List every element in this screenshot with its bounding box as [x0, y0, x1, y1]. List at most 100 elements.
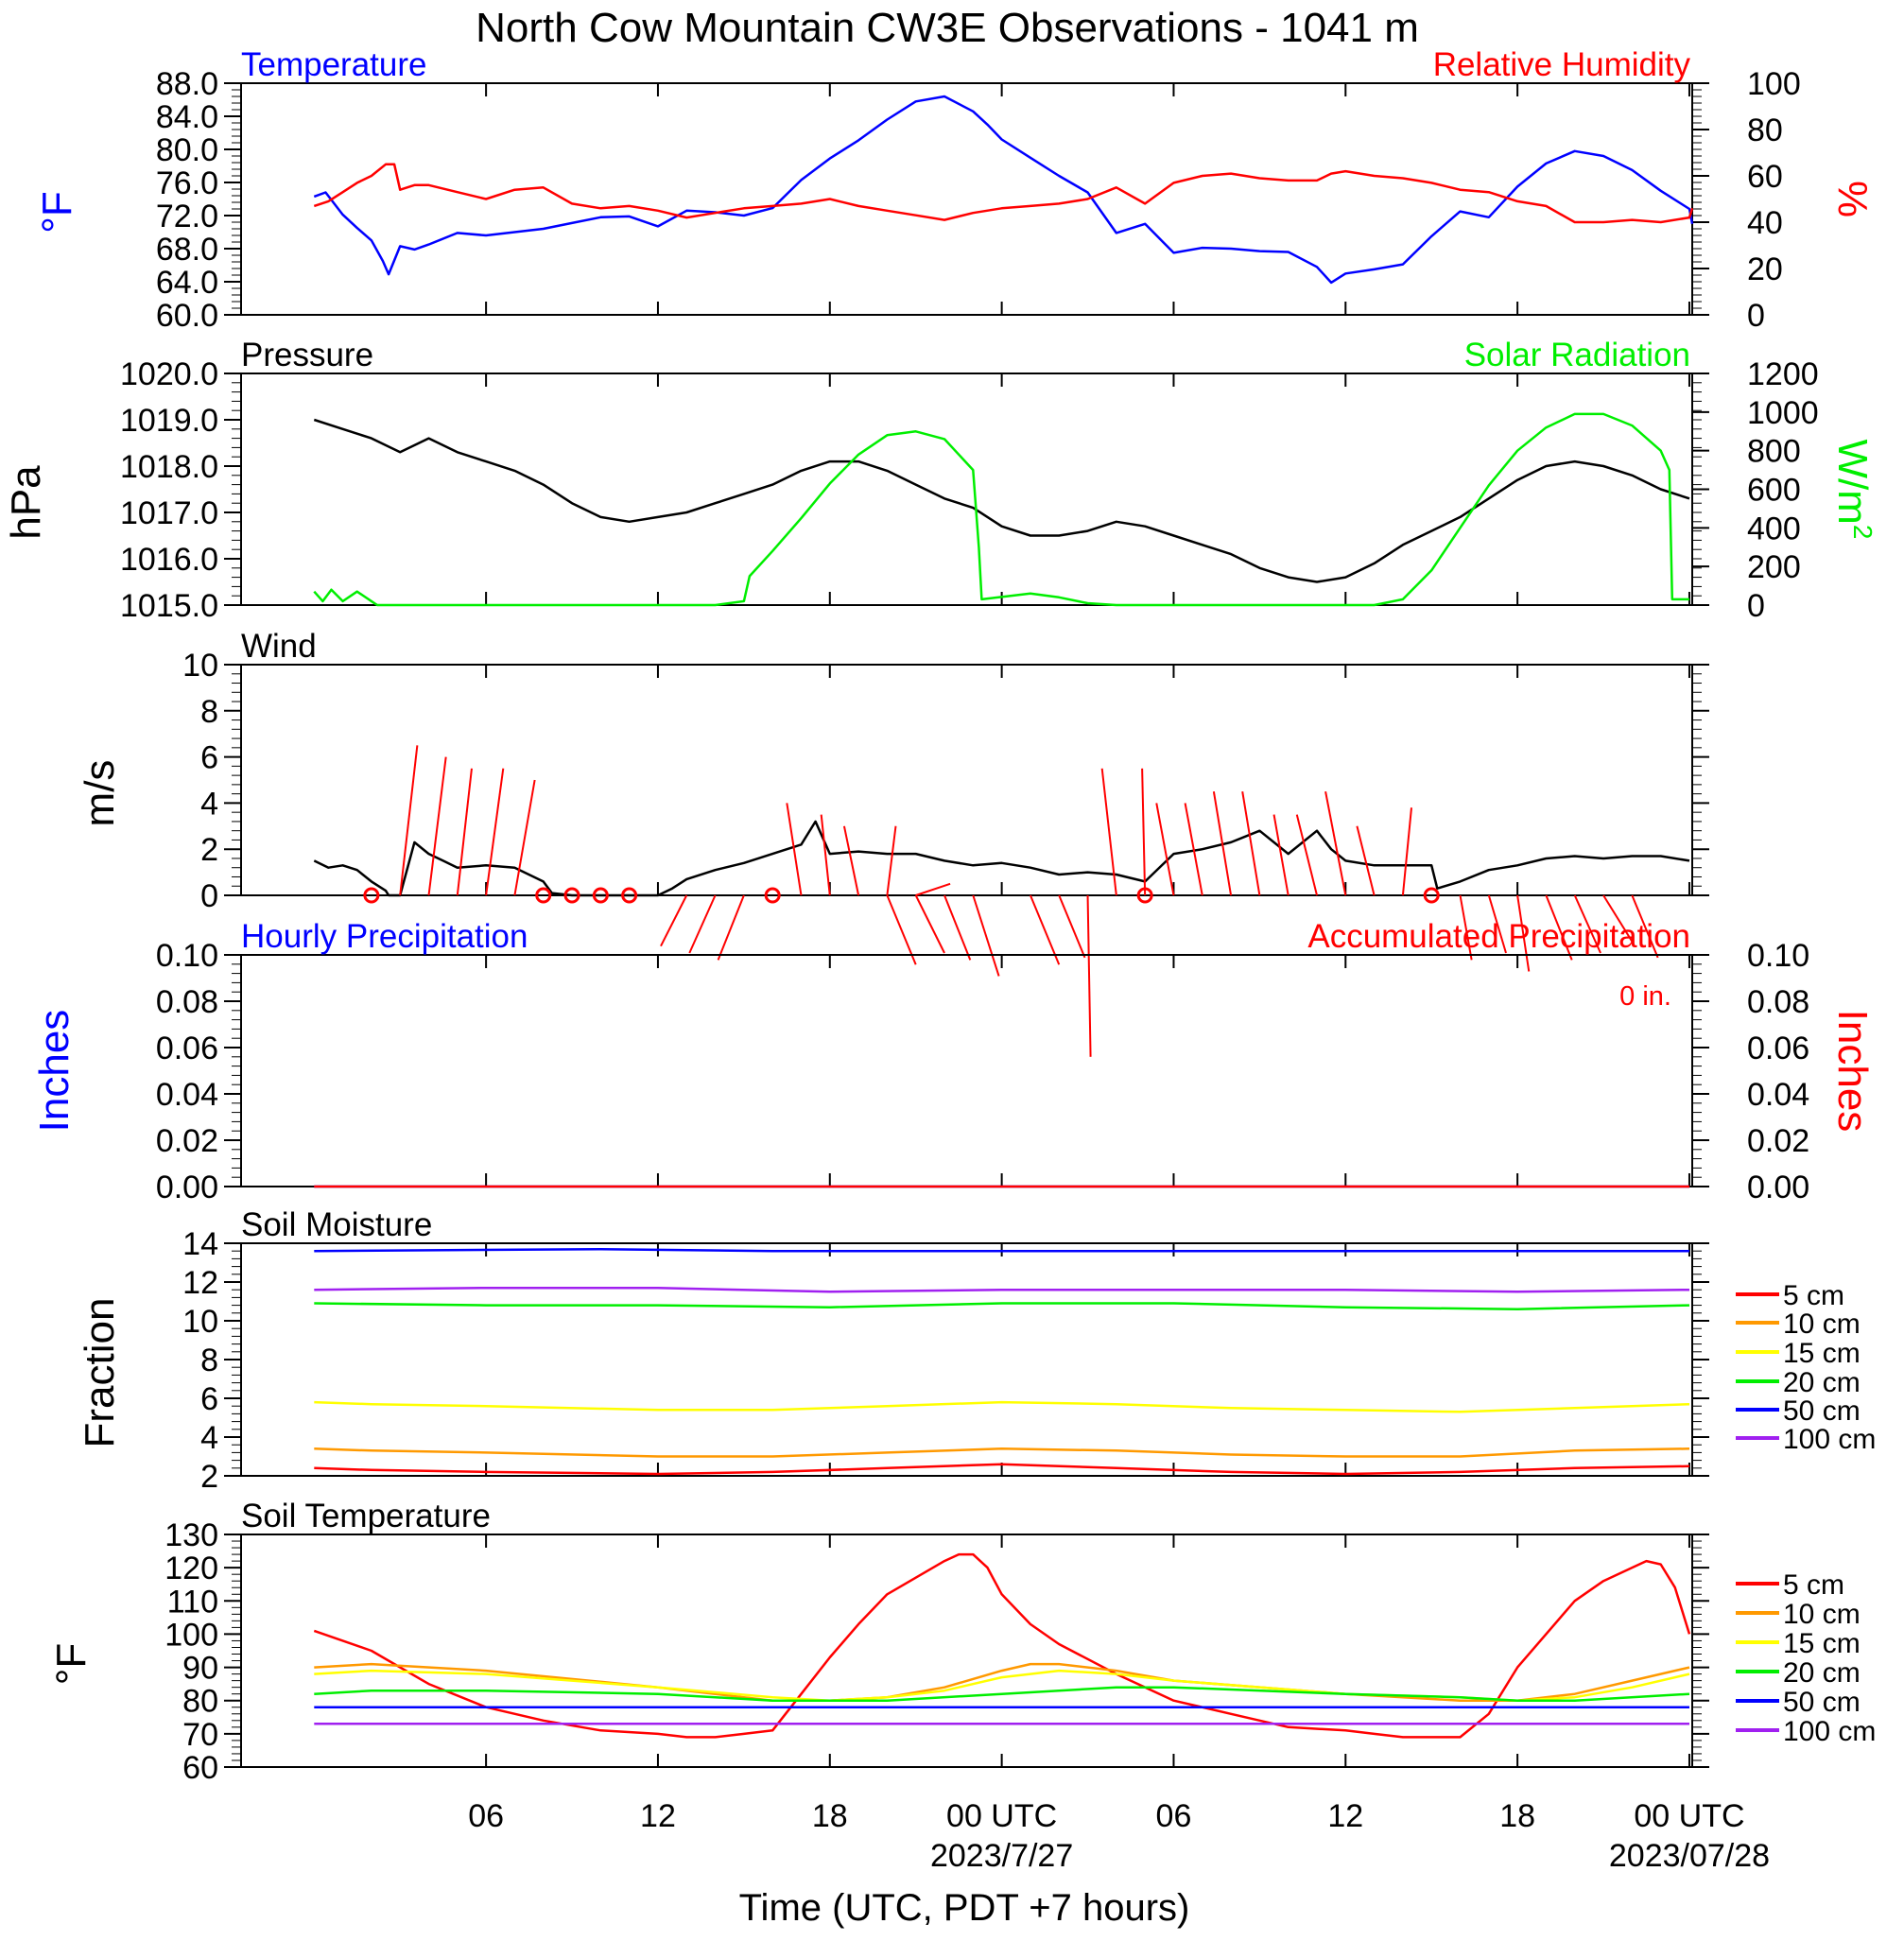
- wind-barb: [1058, 894, 1086, 959]
- y-axis-label: Fraction: [77, 1298, 123, 1448]
- time-axis-labels: 06 12 18 00 UTC 2023/7/27 06 12 18 00 UTC 2023/07…: [468, 1798, 1770, 1874]
- wind-barb: [786, 803, 803, 896]
- panel-title-left: Soil Moisture: [241, 1206, 432, 1243]
- y2-tick-label: 0.08: [1747, 984, 1809, 1020]
- legend-label: 20 cm: [1783, 1367, 1861, 1398]
- legend-label: 10 cm: [1783, 1599, 1861, 1630]
- y-tick-label: 1018.0: [120, 449, 218, 485]
- y-tick-label: 8: [200, 1343, 218, 1378]
- y2-tick-label: 0.04: [1747, 1077, 1809, 1113]
- wind-barb: [1401, 807, 1412, 896]
- y-axis-label: hPa: [3, 465, 49, 540]
- y-tick-label: 0.04: [156, 1077, 218, 1113]
- wind-barb: [1516, 894, 1531, 972]
- legend-label: 100 cm: [1783, 1424, 1876, 1455]
- legend-label: 100 cm: [1783, 1716, 1876, 1747]
- plot-frame: [240, 1242, 1693, 1477]
- calm-wind-marker: [535, 887, 552, 904]
- y2-tick-label: 0: [1747, 298, 1765, 334]
- wind-barb: [1155, 803, 1175, 896]
- y-tick-label: 10: [182, 648, 218, 684]
- y2-axis-label: W/m2: [1829, 440, 1878, 540]
- y-tick-label: 110: [167, 1584, 218, 1620]
- y-axis-label: Inches: [31, 1010, 78, 1133]
- wind-barb: [1573, 894, 1601, 954]
- figure-title: North Cow Mountain CW3E Observations - 1…: [476, 5, 1419, 51]
- y2-tick-label: 0.06: [1747, 1031, 1809, 1066]
- legend-label: 5 cm: [1783, 1569, 1844, 1601]
- series-20-cm: [314, 1686, 1690, 1702]
- y-tick-label: 1019.0: [120, 403, 218, 439]
- y2-tick-label: 0.02: [1747, 1123, 1809, 1159]
- wind-barb: [1545, 894, 1573, 961]
- y-tick-label: 130: [164, 1517, 218, 1553]
- x-tick-label: 12: [1327, 1798, 1363, 1834]
- legend-label: 50 cm: [1783, 1395, 1861, 1427]
- series-pressure: [313, 418, 1690, 583]
- x-date-label: 2023/7/27: [930, 1838, 1073, 1874]
- calm-wind-marker: [592, 887, 609, 904]
- wind-barb: [1212, 791, 1233, 896]
- y2-tick-label: 40: [1747, 205, 1783, 241]
- wind-barb: [485, 768, 505, 896]
- legend-label: 15 cm: [1783, 1338, 1861, 1369]
- series-solar-radiation: [313, 412, 1689, 607]
- wind-barb: [943, 894, 972, 961]
- series-relative-humidity: [313, 163, 1694, 224]
- y-tick-label: 12: [182, 1265, 218, 1301]
- y2-tick-label: 0.00: [1747, 1170, 1809, 1205]
- wind-barb: [842, 825, 860, 896]
- y-tick-label: 70: [182, 1717, 218, 1753]
- plot-frame: [240, 82, 1693, 316]
- y2-tick-label: 0.10: [1747, 938, 1809, 974]
- series-5-cm: [314, 1463, 1690, 1476]
- panel-title-left: Wind: [241, 628, 317, 665]
- wind-barb: [1241, 791, 1261, 896]
- wind-barb: [1184, 803, 1203, 896]
- wind-barb: [1295, 814, 1318, 896]
- panel-precipitation: 0.00 0.02 0.04 0.06 0.08 0.10 0.00 0.02 0.04 0.06…: [31, 918, 1876, 1205]
- y-tick-label: 60: [182, 1750, 218, 1786]
- calm-wind-marker: [1423, 887, 1440, 904]
- series-temperature: [313, 95, 1694, 285]
- panel-title-right: Accumulated Precipitation: [1307, 918, 1690, 955]
- plot-frame: [240, 954, 1693, 1187]
- legend-label: 10 cm: [1783, 1308, 1861, 1340]
- wind-barb: [1459, 894, 1473, 961]
- wind-barb: [820, 814, 831, 896]
- wind-barb: [972, 894, 1000, 977]
- y-tick-label: 1017.0: [120, 495, 218, 531]
- y-tick-label: 80: [182, 1684, 218, 1720]
- wind-barb: [688, 894, 717, 954]
- wind-barb: [886, 894, 917, 965]
- series-50-cm: [314, 1247, 1689, 1253]
- wind-barb: [456, 768, 473, 896]
- y2-tick-label: 1000: [1747, 395, 1819, 431]
- y-tick-label: 90: [182, 1651, 218, 1687]
- y-tick-label: 0.10: [156, 938, 218, 974]
- panel-title-right: Solar Radiation: [1464, 337, 1690, 373]
- wind-barb: [915, 882, 951, 896]
- calm-wind-marker: [1136, 887, 1153, 904]
- y-tick-label: 88.0: [156, 66, 218, 102]
- x-tick-label: 06: [1156, 1798, 1192, 1834]
- plot-frame: [240, 373, 1693, 606]
- y2-axis-label: %: [1829, 181, 1876, 217]
- calm-wind-marker: [764, 887, 781, 904]
- y-tick-label: 2: [200, 832, 218, 868]
- legend-label: 15 cm: [1783, 1628, 1861, 1659]
- wind-barb: [1100, 768, 1117, 896]
- y2-tick-label: 1200: [1747, 356, 1819, 392]
- wind-barb: [399, 745, 419, 896]
- series-100-cm: [314, 1286, 1690, 1293]
- series-10-cm: [314, 1447, 1690, 1458]
- x-date-label: 2023/07/28: [1609, 1838, 1770, 1874]
- calm-wind-marker: [563, 887, 580, 904]
- y-tick-label: 14: [182, 1226, 218, 1262]
- y-tick-label: 0: [200, 878, 218, 914]
- series-20-cm: [314, 1302, 1690, 1310]
- panel-title-left: Soil Temperature: [241, 1498, 491, 1534]
- wind-barb: [1272, 814, 1290, 896]
- unit-superscript: 2: [1848, 525, 1878, 540]
